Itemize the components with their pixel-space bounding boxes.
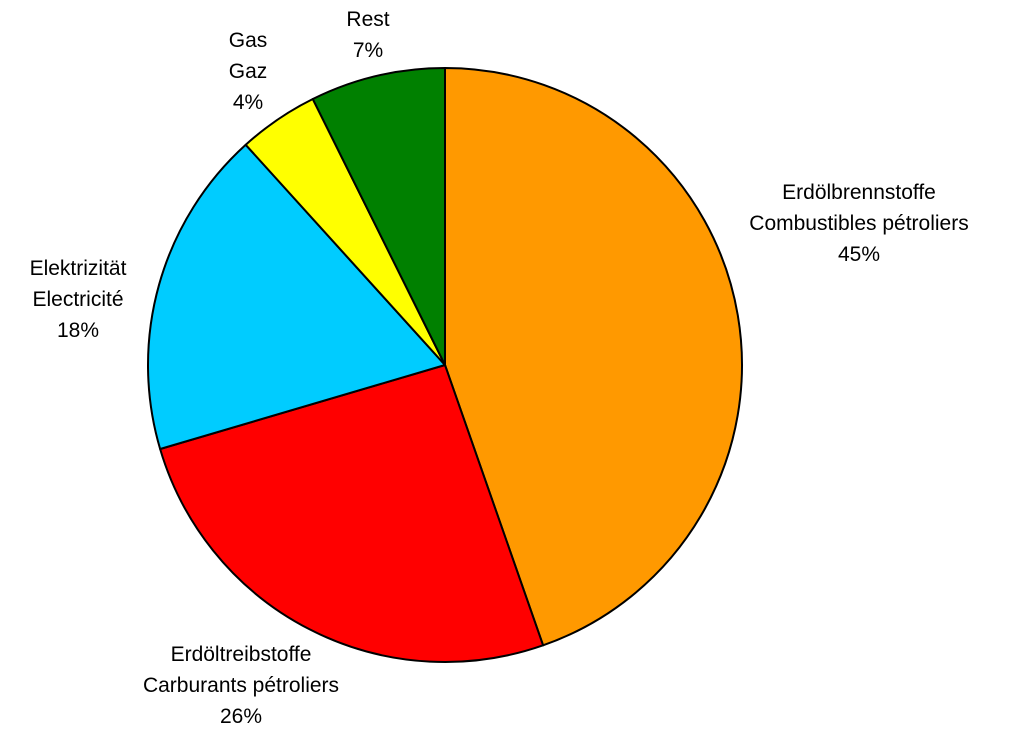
slice-name-label: Erdölbrennstoffe [782,181,936,204]
pie-slice-5 [311,67,446,366]
pie-slice-2 [159,364,545,663]
slice-name-label: Gas [229,29,268,52]
slice-name-label: Electricité [32,288,123,311]
slice-name-label: Combustibles pétroliers [749,212,968,235]
slice-label-3: Elektrizität Electricité 18% [30,257,127,342]
slice-label-2: Erdöltreibstoffe Carburants pétroliers 26% [143,643,339,728]
slice-name-label: Elektrizität [30,257,127,280]
slice-label-5: Rest 7% [346,8,389,62]
slice-name-label: Gaz [229,60,268,83]
pie-slices [147,67,743,663]
slice-percent-label: 45% [838,243,880,266]
slice-name-label: Carburants pétroliers [143,674,339,697]
pie-slice-3 [147,143,446,450]
slice-percent-label: 26% [220,705,262,728]
slice-percent-label: 7% [353,39,383,62]
slice-label-4: Gas Gaz 4% [229,29,268,114]
slice-name-label: Rest [346,8,389,31]
pie-slice-1 [444,67,743,647]
slice-percent-label: 18% [57,319,99,342]
slice-name-label: Erdöltreibstoffe [171,643,312,666]
pie-labels: Erdölbrennstoffe Combustibles pétroliers 4… [30,8,969,728]
slice-percent-label: 4% [233,91,263,114]
slice-label-1: Erdölbrennstoffe Combustibles pétroliers 4… [749,181,968,266]
